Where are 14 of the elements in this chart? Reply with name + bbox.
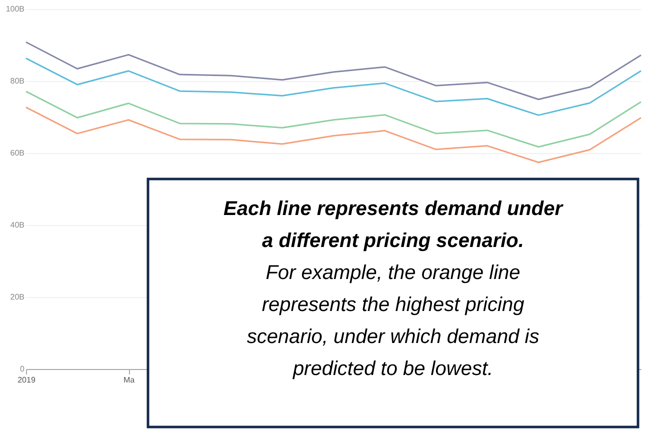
line-series [25, 106, 642, 164]
line-series [25, 90, 642, 148]
y-tick-label: 40B [10, 220, 24, 230]
y-tick-label: 20B [10, 292, 24, 302]
y-tick-label: 60B [10, 148, 24, 158]
annotation: Each line represents demand under a different pricing scenario. [224, 198, 564, 252]
x-tick-label: Ma [123, 376, 136, 384]
line-series [25, 41, 642, 100]
annotation: For example, the orange line represents the highest pricing scenario, under which demand is predicted to be lowest. [246, 262, 540, 380]
y-tick-label: 80B [10, 76, 24, 86]
line-series [25, 58, 642, 116]
y-tick-label: 0 [20, 364, 26, 374]
x-tick-label: 2019 [18, 376, 36, 384]
y-tick-label: 100B [6, 4, 24, 14]
